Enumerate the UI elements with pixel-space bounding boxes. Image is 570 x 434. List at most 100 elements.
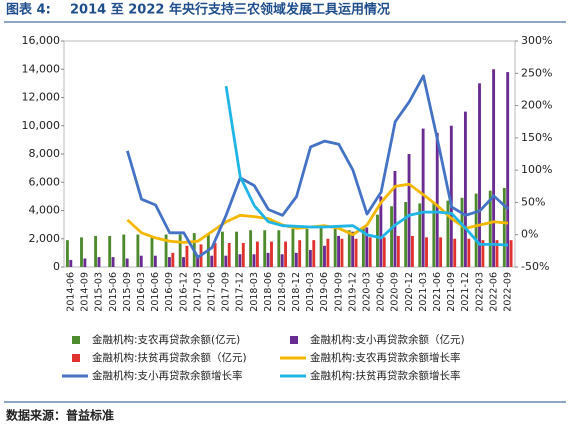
bar — [80, 237, 83, 267]
y-tick-label: 0 — [53, 260, 60, 273]
y2-tick-label: 250% — [521, 66, 552, 79]
bar — [136, 234, 140, 267]
bar — [125, 258, 129, 267]
bar — [164, 234, 168, 267]
legend-label: 金融机构:支小再贷款余额（亿元) — [310, 333, 465, 346]
x-tick-label: 2022-03 — [474, 272, 485, 312]
bar — [492, 69, 496, 267]
x-tick-label: 2015-03 — [94, 272, 105, 312]
bar — [252, 254, 256, 267]
bar — [361, 227, 365, 267]
bar — [340, 238, 344, 267]
bar — [235, 231, 238, 267]
legend-label: 金融机构:支农再贷款余额增长率 — [310, 351, 461, 364]
x-tick-label: 2018-09 — [277, 272, 288, 312]
bar — [449, 125, 453, 267]
bar — [376, 214, 379, 267]
bar — [305, 228, 309, 267]
bar — [185, 245, 189, 267]
bar — [502, 187, 506, 267]
bar — [263, 230, 267, 267]
bar — [319, 227, 323, 267]
bar — [277, 230, 281, 267]
x-tick-label: 2016-03 — [136, 272, 147, 312]
x-tick-label: 2020-03 — [362, 272, 373, 312]
y2-tick-label: 300% — [521, 34, 552, 47]
y2-tick-label: 200% — [521, 99, 552, 112]
bar — [108, 235, 112, 267]
bar — [407, 154, 411, 267]
y-tick-label: 14,000 — [22, 62, 61, 75]
bar — [280, 254, 284, 267]
bar — [347, 230, 351, 267]
bar — [435, 132, 439, 267]
x-tick-label: 2019-06 — [319, 272, 330, 312]
chart-title: 2014 至 2022 年央行支持三农领域发展工具运用情况 — [70, 2, 390, 18]
bar — [365, 227, 369, 267]
bar — [432, 203, 436, 267]
bar — [390, 206, 394, 267]
legend-label: 金融机构:支小再贷款余额增长率 — [92, 369, 243, 382]
bar — [421, 128, 425, 267]
legend-swatch — [72, 336, 80, 344]
bar — [94, 235, 98, 267]
bar — [379, 196, 383, 267]
bar — [122, 234, 126, 267]
bar — [308, 250, 312, 267]
x-tick-label: 2021-09 — [446, 272, 457, 312]
bar — [249, 230, 253, 267]
y2-tick-label: 150% — [521, 131, 552, 144]
bar — [333, 228, 337, 267]
x-tick-label: 2021-03 — [418, 272, 429, 312]
line — [126, 74, 509, 259]
bar — [270, 241, 273, 267]
x-tick-label: 2017-12 — [235, 272, 246, 312]
y2-tick-label: 0% — [521, 228, 538, 241]
bar — [238, 254, 242, 267]
y-tick-label: 10,000 — [22, 119, 61, 132]
legend-swatch — [72, 354, 80, 362]
x-tick-label: 2016-09 — [164, 272, 175, 312]
bar — [439, 237, 443, 267]
bar — [196, 255, 200, 267]
x-tick-label: 2020-09 — [390, 272, 401, 312]
legend-swatch — [290, 336, 298, 344]
bar — [97, 257, 101, 267]
y-tick-label: 8,000 — [29, 147, 61, 160]
legend-label: 金融机构:扶贫再贷款余额增长率 — [310, 369, 461, 382]
y-tick-label: 16,000 — [22, 34, 61, 47]
bar — [425, 237, 428, 267]
bar — [224, 255, 228, 267]
bar — [284, 241, 288, 267]
x-tick-label: 2018-12 — [291, 272, 302, 312]
bar — [168, 257, 171, 267]
bar — [213, 242, 217, 267]
bar — [404, 202, 408, 267]
bar — [460, 197, 464, 267]
bar — [171, 252, 175, 267]
bar — [241, 242, 245, 267]
y-tick-label: 2,000 — [29, 232, 61, 245]
x-tick-label: 2014-06 — [66, 272, 77, 312]
source: 数据来源：普益标准 — [6, 408, 114, 423]
x-tick-label: 2017-09 — [221, 272, 232, 312]
x-tick-label: 2017-06 — [206, 272, 217, 312]
x-tick-label: 2016-06 — [150, 272, 161, 312]
bar — [323, 245, 326, 267]
bar — [326, 238, 330, 267]
x-tick-label: 2020-12 — [404, 272, 415, 312]
bar — [227, 242, 231, 267]
x-tick-label: 2022-06 — [488, 272, 499, 312]
y-tick-label: 6,000 — [29, 175, 61, 188]
x-tick-label: 2016-12 — [178, 272, 189, 312]
bar — [396, 235, 400, 267]
bar — [291, 228, 295, 267]
x-tick-label: 2022-09 — [502, 272, 513, 312]
x-tick-label: 2018-03 — [249, 272, 260, 312]
bar — [294, 252, 298, 267]
bar — [453, 238, 457, 267]
bar — [354, 238, 358, 267]
figure-label: 图表 4: — [6, 2, 51, 18]
bar — [478, 83, 481, 267]
x-tick-label: 2019-03 — [305, 272, 316, 312]
